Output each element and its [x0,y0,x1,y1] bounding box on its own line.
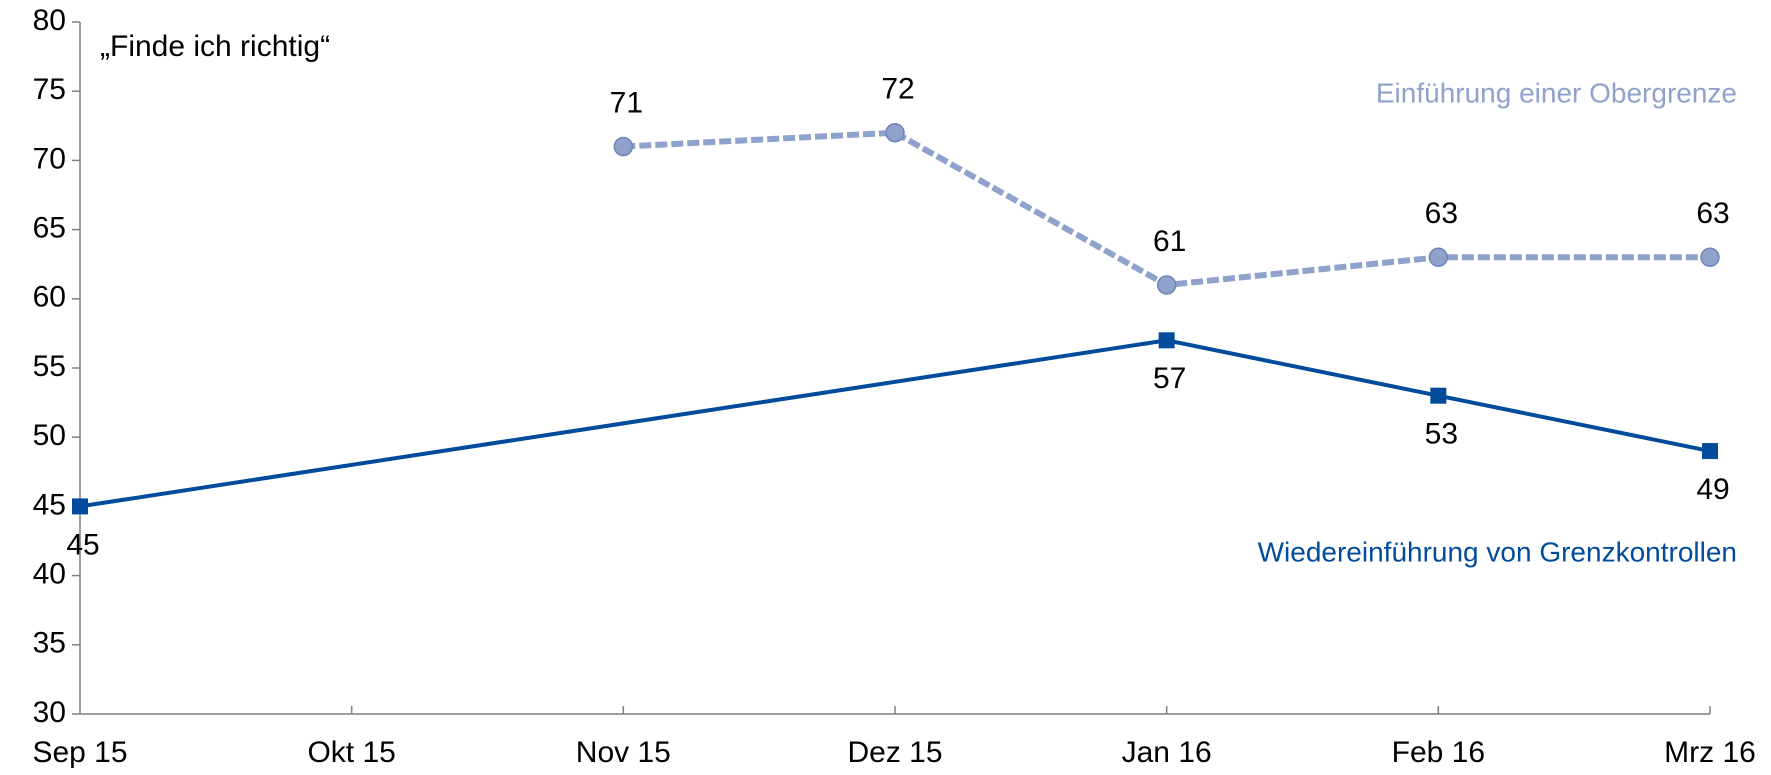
data-label: 63 [1425,197,1458,230]
marker [1702,443,1718,460]
annotation: „Finde ich richtig“ [100,30,330,63]
data-label: 45 [66,528,99,561]
y-tick-label: 70 [33,142,66,175]
series-label: Wiedereinführung von Grenzkontrollen [1258,536,1737,567]
x-tick-label: Feb 16 [1392,736,1485,769]
data-label: 53 [1425,418,1458,451]
data-label: 72 [881,73,914,106]
data-label: 63 [1696,197,1729,230]
data-label: 57 [1153,362,1186,395]
x-tick-label: Dez 15 [847,736,942,769]
series-line [79,338,1711,509]
y-tick-label: 30 [33,696,66,729]
x-tick-label: Sep 15 [32,736,127,769]
x-tick-label: Nov 15 [576,736,671,769]
y-tick-label: 50 [33,419,66,452]
marker [885,122,905,143]
marker [1158,332,1175,349]
marker [1156,275,1177,295]
marker [613,136,634,157]
y-tick-label: 35 [33,627,66,660]
x-tick-label: Jan 16 [1122,736,1212,769]
y-tick-label: 65 [33,212,66,245]
y-tick-label: 45 [33,488,66,521]
data-label: 71 [610,86,643,119]
y-tick-label: 60 [33,281,66,314]
data-label: 61 [1153,225,1186,258]
marker [72,498,88,515]
y-tick-label: 80 [33,4,66,37]
marker [1428,247,1449,268]
x-tick-label: Mrz 16 [1664,736,1756,769]
x-tick-label: Okt 15 [307,736,395,769]
marker [1430,387,1447,404]
series-line [623,129,1710,289]
y-tick-label: 40 [33,558,66,591]
data-label: 49 [1696,473,1729,506]
y-tick-label: 55 [33,350,66,383]
y-tick-label: 75 [33,73,66,106]
series-label: Einführung einer Obergrenze [1376,77,1737,108]
marker [1700,247,1720,268]
